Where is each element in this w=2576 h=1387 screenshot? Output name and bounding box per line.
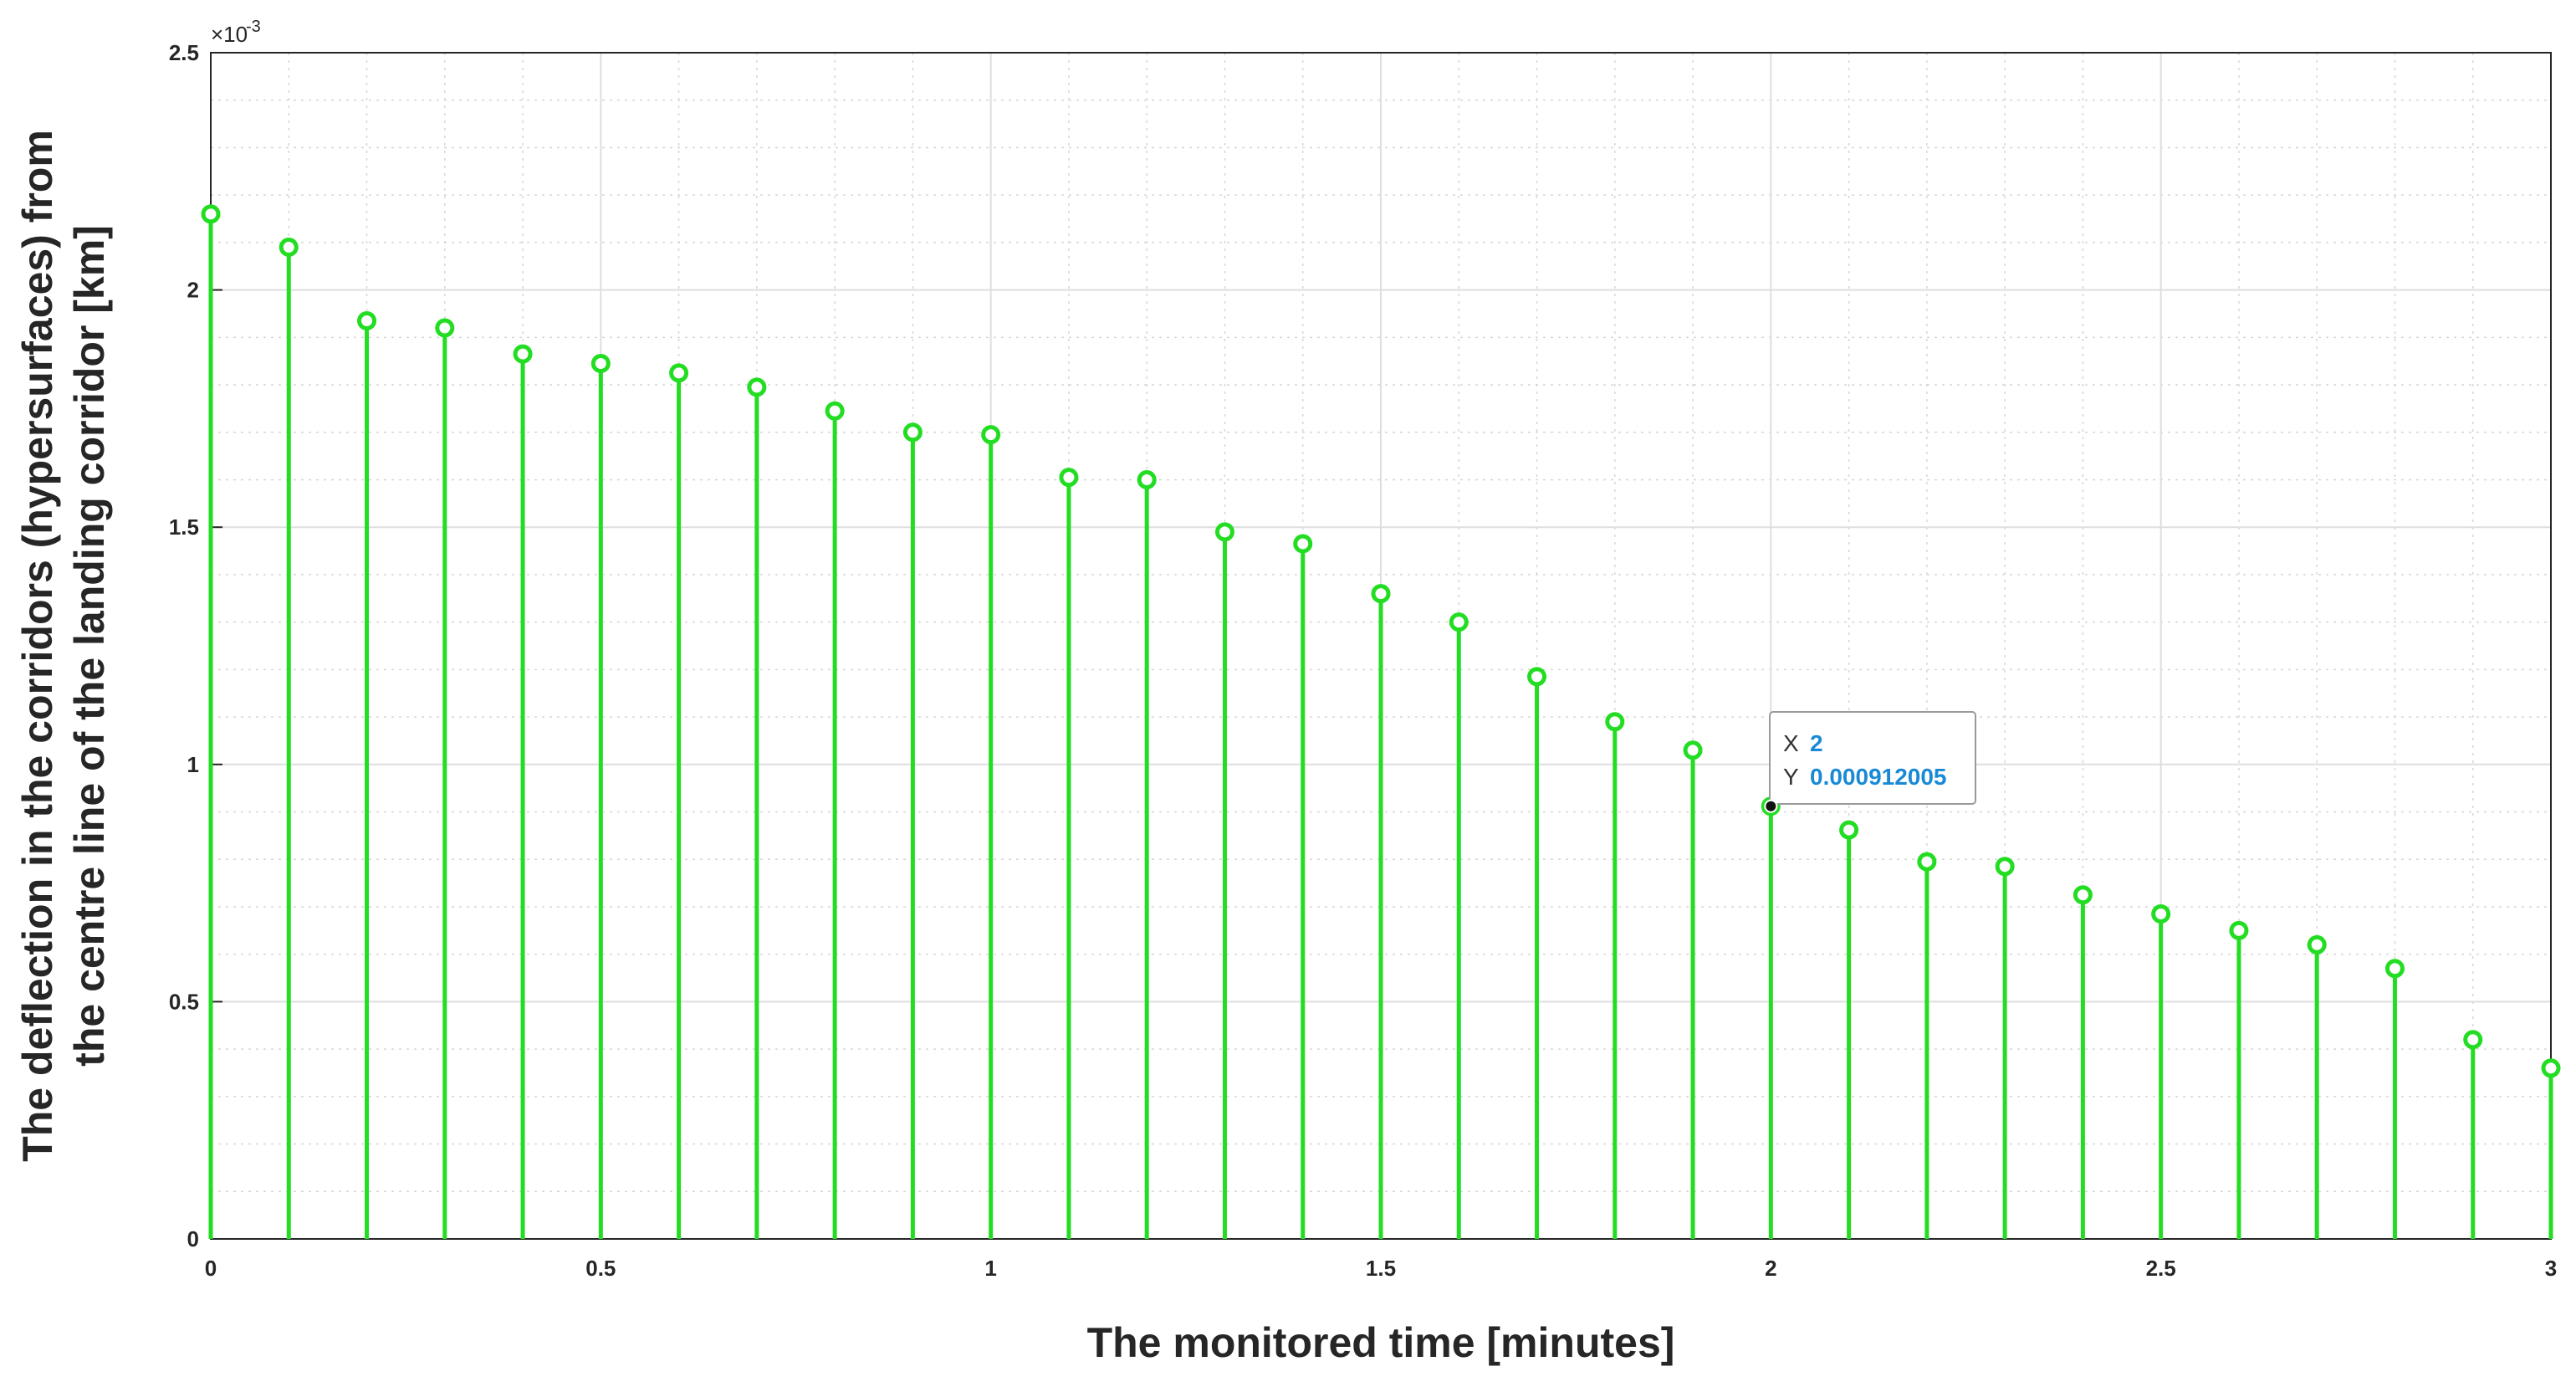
stem-marker [1293,534,1313,554]
stem-marker [1683,740,1703,760]
stem-marker [357,310,377,330]
stem-marker [2384,959,2405,979]
stem-marker [279,238,299,258]
stem-marker [2541,1058,2561,1078]
stem-marker [1995,857,2015,877]
y-tick-labels: 0 0.5 1 1.5 2 2.5 [169,40,199,1251]
stem-marker [513,344,533,364]
datatip[interactable]: X 2 Y 0.000912005 [1764,711,1976,813]
stem-marker [1371,584,1391,604]
x-tick-label: 3 [2545,1256,2557,1281]
stem-marker [902,422,923,443]
y-tick-label: 2 [187,278,199,303]
datatip-x-key: X [1783,730,1799,756]
datatip-marker [1764,799,1778,813]
stem-marker [1917,852,1937,872]
stem-marker [2307,934,2327,955]
stem-marker [1527,667,1547,687]
stem-marker [1839,820,1859,840]
stem-marker [669,363,689,383]
stem-marker [590,354,611,374]
y-axis-label-line1: The deflection in the corridors (hypersu… [14,130,61,1162]
x-tick-label: 1.5 [1366,1256,1396,1281]
stem-marker [2151,903,2171,924]
stem-marker [747,377,767,397]
stem-marker [1137,469,1157,489]
x-tick-label: 2 [1765,1256,1776,1281]
stem-marker [1449,612,1469,632]
stem-marker [1605,712,1625,732]
y-tick-label: 2.5 [169,40,199,65]
y-exponent-power: -3 [246,18,261,36]
stem-marker [2073,885,2093,905]
x-tick-label: 0.5 [585,1256,616,1281]
datatip-y-key: Y [1783,764,1799,790]
stem-marker [435,318,455,338]
y-axis-label-line2: the centre line of the landing corridor … [66,225,113,1067]
datatip-y-value: 0.000912005 [1810,764,1947,790]
y-exponent-base: ×10 [211,22,248,47]
stem-marker [981,425,1001,445]
datatip-box [1769,711,1976,805]
stem-marker [1059,468,1079,488]
datatip-x-value: 2 [1810,730,1823,756]
stem-series [201,204,2561,1239]
y-tick-label: 1.5 [169,514,199,540]
stem-marker [2463,1030,2483,1050]
x-axis-label: The monitored time [minutes] [1087,1319,1675,1366]
stem-marker [201,204,221,224]
y-tick-label: 1 [187,752,199,777]
x-tick-label: 2.5 [2146,1256,2176,1281]
y-tick-label: 0.5 [169,989,199,1014]
x-tick-label: 0 [205,1256,217,1281]
stem-marker [2229,920,2249,940]
x-tick-labels: 0 0.5 1 1.5 2 2.5 3 [205,1256,2557,1281]
stem-marker [1214,522,1234,542]
stem-marker [825,401,845,421]
y-tick-label: 0 [187,1226,199,1251]
x-tick-label: 1 [984,1256,996,1281]
